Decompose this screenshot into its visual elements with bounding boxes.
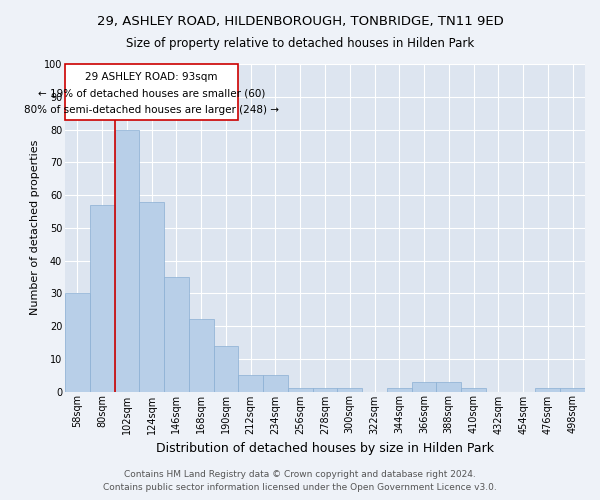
Bar [535, 388, 560, 392]
Bar [90, 205, 115, 392]
Bar [115, 130, 139, 392]
Text: Size of property relative to detached houses in Hilden Park: Size of property relative to detached ho… [126, 38, 474, 51]
Bar [560, 388, 585, 392]
Bar [313, 388, 337, 392]
Bar [436, 382, 461, 392]
Bar [189, 320, 214, 392]
Text: Contains HM Land Registry data © Crown copyright and database right 2024.
Contai: Contains HM Land Registry data © Crown c… [103, 470, 497, 492]
Bar [288, 388, 313, 392]
Bar [238, 375, 263, 392]
Text: 29, ASHLEY ROAD, HILDENBOROUGH, TONBRIDGE, TN11 9ED: 29, ASHLEY ROAD, HILDENBOROUGH, TONBRIDG… [97, 15, 503, 28]
Bar [65, 294, 90, 392]
FancyBboxPatch shape [65, 64, 238, 120]
Text: 80% of semi-detached houses are larger (248) →: 80% of semi-detached houses are larger (… [24, 105, 279, 115]
Bar [461, 388, 486, 392]
Bar [164, 277, 189, 392]
Bar [412, 382, 436, 392]
Bar [337, 388, 362, 392]
Bar [387, 388, 412, 392]
Bar [214, 346, 238, 392]
Text: 29 ASHLEY ROAD: 93sqm: 29 ASHLEY ROAD: 93sqm [85, 72, 218, 82]
Bar [139, 202, 164, 392]
Text: ← 19% of detached houses are smaller (60): ← 19% of detached houses are smaller (60… [38, 88, 265, 99]
Y-axis label: Number of detached properties: Number of detached properties [29, 140, 40, 316]
X-axis label: Distribution of detached houses by size in Hilden Park: Distribution of detached houses by size … [156, 442, 494, 455]
Bar [263, 375, 288, 392]
